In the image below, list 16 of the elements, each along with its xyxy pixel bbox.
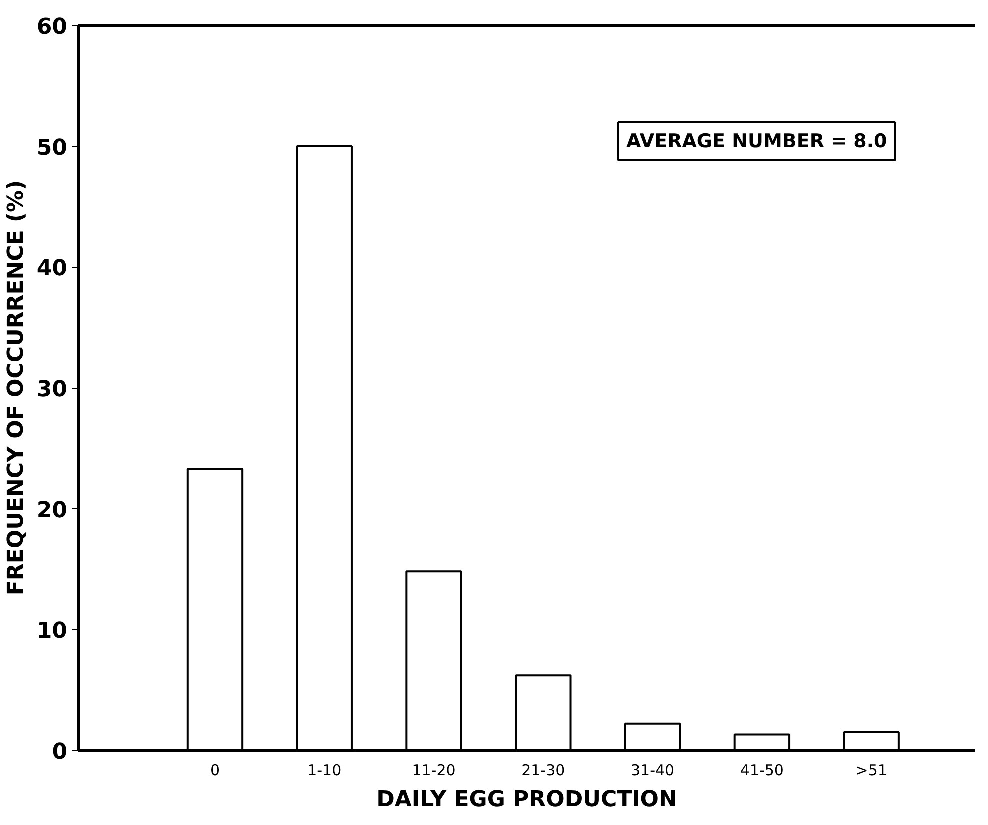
y-tick-label: 30 <box>36 378 68 402</box>
y-axis-title: FREQUENCY OF OCCURRENCE (%) <box>4 180 29 596</box>
x-axis-title: DAILY EGG PRODUCTION <box>376 788 678 812</box>
x-tick-label: >51 <box>856 762 888 780</box>
x-tick-label: 0 <box>210 762 220 780</box>
x-tick-label: 1-10 <box>308 762 342 780</box>
annotation: AVERAGE NUMBER = 8.0 <box>626 130 888 152</box>
x-tick-label: 41-50 <box>740 762 784 780</box>
x-tick-label: 11-20 <box>412 762 456 780</box>
x-tick-label: 31-40 <box>631 762 675 780</box>
y-tick-label: 20 <box>36 498 68 524</box>
y-tick-label: 60 <box>36 15 68 40</box>
x-tick-label: 21-30 <box>522 762 566 780</box>
y-tick-label: 50 <box>36 136 68 161</box>
y-tick-label: 40 <box>36 256 68 282</box>
y-tick-label: 10 <box>36 619 68 644</box>
